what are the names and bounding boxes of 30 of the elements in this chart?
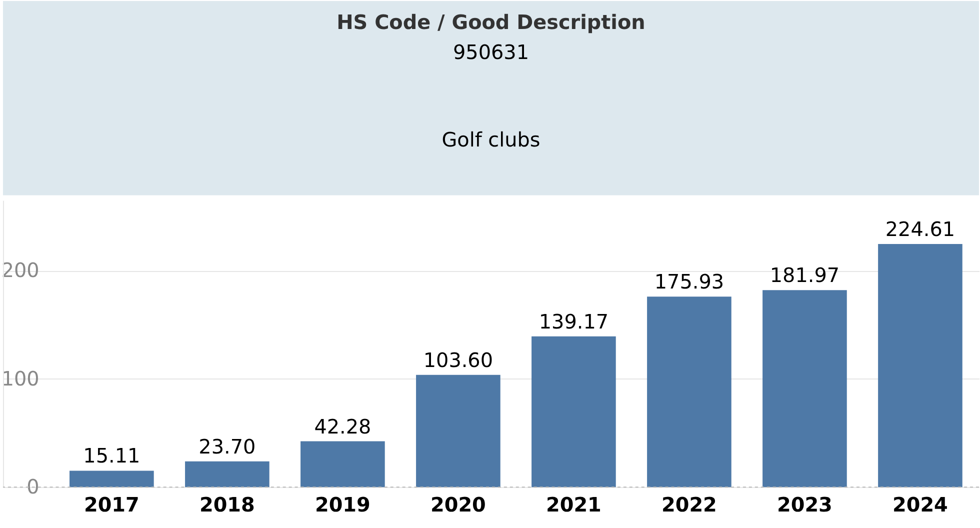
data-label: 23.70 [198, 435, 256, 458]
bar [185, 461, 270, 488]
x-tick-label: 2020 [430, 493, 486, 516]
x-tick-label: 2021 [546, 493, 602, 516]
x-tick-label: 2018 [199, 493, 255, 516]
data-label: 224.61 [885, 218, 956, 241]
x-tick-label: 2019 [314, 493, 370, 516]
data-label: 103.60 [423, 348, 494, 372]
bar [878, 244, 962, 488]
y-tick-label: 100 [1, 367, 40, 390]
bar [70, 470, 154, 488]
chart-title: HS Code / Good Description [336, 10, 646, 34]
bar [416, 374, 500, 488]
bar [762, 290, 847, 488]
bar [300, 441, 385, 488]
data-label: 139.17 [538, 310, 609, 334]
y-tick-label: 200 [1, 259, 40, 282]
x-tick-label: 2023 [777, 493, 832, 516]
x-tick-label: 2017 [84, 493, 140, 516]
data-label: 175.93 [654, 270, 724, 294]
x-tick-label: 2022 [662, 493, 717, 516]
x-tick-label: 2024 [892, 493, 948, 516]
y-tick-label: 0 [26, 476, 40, 499]
data-label: 181.97 [770, 264, 840, 288]
chart-subtitle: 950631 [452, 40, 529, 64]
bar [532, 336, 616, 488]
bar [647, 296, 732, 488]
data-label: 15.11 [83, 444, 140, 468]
text: Golf clubs [442, 128, 540, 152]
data-label: 42.28 [314, 415, 372, 438]
